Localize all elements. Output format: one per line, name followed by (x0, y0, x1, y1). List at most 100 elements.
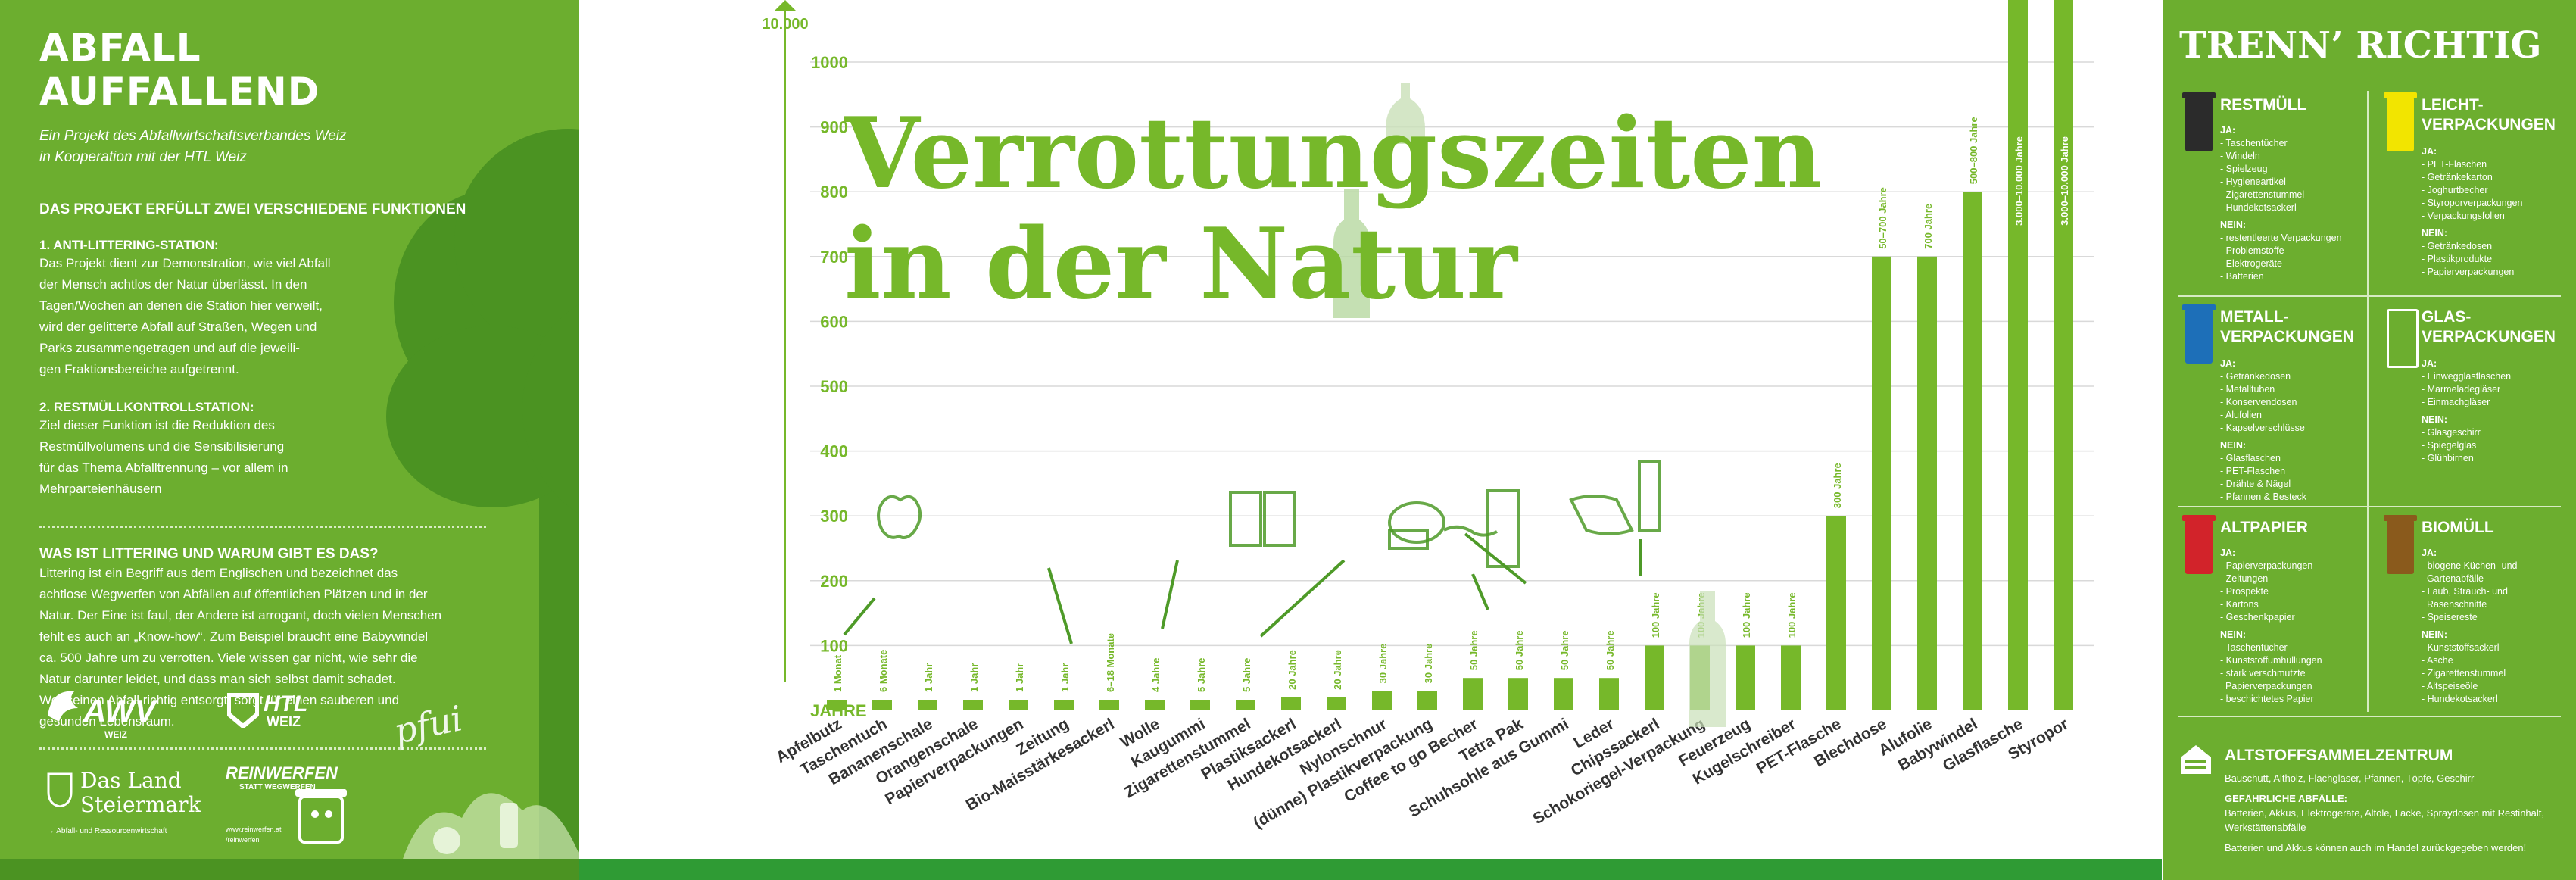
list-item: - PET-Flaschen (2220, 466, 2286, 476)
divider-line (2178, 506, 2561, 507)
awv-logo: AWV WEIZ (44, 685, 156, 740)
wool-icon (1388, 501, 1498, 544)
point2-heading: 2. RESTMÜLLKONTROLLSTATION: (39, 400, 254, 414)
list-item: - Pfannen & Besteck (2220, 491, 2306, 502)
list-item: - Kunststoffumhüllungen (2220, 655, 2322, 666)
bar (2054, 0, 2073, 710)
list-item: - Papierverpackungen (2422, 267, 2515, 277)
point1-text: Das Projekt dient zur Demonstration, wie… (39, 256, 331, 376)
data-label: 500–800 Jahre (1968, 117, 1979, 184)
point2-text: Ziel dieser Funktion ist die Reduktion d… (39, 418, 288, 496)
bar (1463, 678, 1483, 710)
trash-bin-icon (2387, 309, 2419, 368)
bar (872, 700, 892, 710)
data-label: 30 Jahre (1423, 644, 1434, 684)
data-label: 100 Jahre (1786, 592, 1798, 638)
tetra-pak-icon (1486, 489, 1520, 568)
chewing-gum-icon (1388, 529, 1429, 550)
chart-title: Verrottungszeiten in der Natur (844, 97, 1823, 321)
list-item: - Speisereste (2422, 612, 2478, 623)
pointer-arrow (1259, 559, 1346, 638)
list-item: - Alufolien (2220, 410, 2262, 420)
list-item: - Batterien (2220, 271, 2264, 282)
bar (1190, 700, 1210, 710)
list-item: - Windeln (2220, 151, 2260, 161)
list-label: NEIN: (2220, 629, 2247, 640)
bar (1281, 697, 1301, 710)
pointer-arrow (843, 597, 876, 636)
list-item: Papierverpackungen (2220, 681, 2312, 691)
list-label: NEIN: (2422, 228, 2448, 239)
pointer-arrow (1464, 532, 1527, 585)
category-name: ALTPAPIER (2220, 519, 2308, 536)
list-item: Gartenabfälle (2422, 573, 2484, 584)
list-item: - stark verschmutzte (2220, 668, 2306, 679)
asz-text: Bauschutt, Altholz, Flachgläser, Pfannen… (2225, 772, 2544, 853)
bar (2008, 0, 2028, 710)
glass-bottle-icon (1689, 591, 1726, 727)
project-title: ABFALL AUFFALLEND (39, 26, 320, 114)
data-label: 300 Jahre (1832, 463, 1843, 508)
lighter-icon (1638, 460, 1661, 532)
list-item: - restentleerte Verpackungen (2220, 232, 2342, 243)
list-item: - Prospekte (2220, 586, 2269, 597)
y-tick-label: 300 (820, 507, 848, 526)
list-item: - Kapselverschlüsse (2220, 423, 2305, 433)
list-item: - Zeitungen (2220, 573, 2269, 584)
pointer-arrow (1161, 560, 1179, 629)
list-item: - Kunststoffsackerl (2422, 642, 2500, 653)
list-item: - Problemstoffe (2220, 245, 2284, 256)
list-item: - Glasflaschen (2220, 453, 2281, 463)
data-label: 1 Jahr (1059, 663, 1071, 692)
list-item: - Altspeiseöle (2422, 681, 2478, 691)
left-bottom-band (0, 859, 579, 880)
data-label: 50–700 Jahre (1877, 187, 1888, 249)
htl-shield-icon (226, 692, 260, 729)
data-label: 3.000–10.000 Jahre (2013, 136, 2025, 226)
apple-core-icon (877, 495, 922, 539)
bar (1554, 678, 1573, 710)
data-label: 700 Jahre (1923, 204, 1934, 249)
list-item: - Hygieneartikel (2220, 176, 2286, 187)
list-label: JA: (2220, 358, 2236, 369)
category-list: JA: - Getränkedosen - Metalltuben - Konserv… (2220, 353, 2372, 504)
divider-line (2178, 716, 2561, 717)
littering-text: Littering ist ein Begriff aus dem Englis… (39, 566, 442, 729)
category-list: JA: - PET-Flaschen - Getränkekarton - Joghu… (2422, 141, 2573, 279)
data-label: 100 Jahre (1650, 592, 1661, 638)
point1-heading: 1. ANTI-LITTERING-STATION: (39, 238, 219, 252)
data-label: 3.000–10.000 Jahre (2059, 136, 2070, 226)
list-item: - Styroporverpackungen (2422, 198, 2523, 208)
list-item: - Kartons (2220, 599, 2259, 610)
chart-area: 100 200 300 400 500 600 700 800 900 1000 10.000 JAH… (579, 0, 2162, 880)
data-label: 50 Jahre (1514, 630, 1525, 670)
data-label: 5 Jahre (1241, 657, 1252, 692)
category-list: JA: - Einwegglasflaschen - Marmeladegläser… (2422, 353, 2573, 465)
subtitle-line: in Kooperation mit der HTL Weiz (39, 149, 247, 165)
list-item: - Verpackungsfolien (2422, 211, 2505, 221)
category-name: METALL- VERPACKUNGEN (2220, 308, 2354, 345)
bar (1599, 678, 1619, 710)
y-tick-label: 1000 (811, 53, 848, 72)
bar (1963, 192, 1982, 710)
subtitle-line: Ein Projekt des Abfallwirtschaftsverband… (39, 128, 347, 144)
data-label: 1 Monat (832, 654, 844, 692)
data-label: 100 Jahre (1741, 592, 1752, 638)
list-item: - Plastikprodukte (2422, 254, 2493, 264)
y-tick-label: 700 (820, 248, 848, 267)
list-item: - Taschentücher (2220, 642, 2288, 653)
bar (1917, 256, 1937, 710)
data-label: 1 Jahr (923, 663, 934, 692)
y-tick-label: 500 (820, 377, 848, 396)
y-tick-label: 800 (820, 183, 848, 201)
bottom-band (579, 859, 2162, 880)
list-item: - Getränkedosen (2220, 371, 2291, 382)
data-label: 4 Jahre (1150, 657, 1162, 692)
y-tick-label: 900 (820, 118, 848, 137)
data-label: 20 Jahre (1332, 650, 1343, 690)
data-label: 30 Jahre (1377, 644, 1389, 684)
list-label: JA: (2422, 146, 2437, 157)
trash-bin-icon (2384, 92, 2417, 151)
list-item: - Zigarettenstummel (2422, 668, 2506, 679)
list-item: - biogene Küchen- und (2422, 560, 2518, 571)
